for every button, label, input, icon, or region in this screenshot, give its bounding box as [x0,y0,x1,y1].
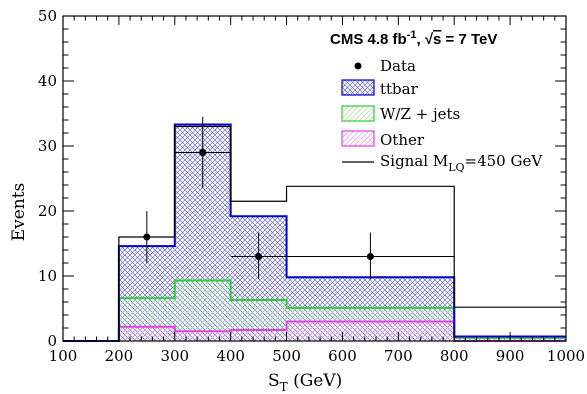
legend-signal-label-tail: =450 GeV [465,152,544,170]
cms-label-tail: = 7 TeV [441,31,497,48]
x-tick-label: 1000 [547,347,585,365]
data-point-2 [255,253,263,260]
signal-line [63,125,566,342]
data-point-3 [366,253,374,260]
cms-label: CMS 4.8 fb-1, √s = 7 TeV [330,29,497,48]
x-tick-label: 600 [328,347,357,365]
legend-signal-label: Signal MLQ=450 GeV [380,152,543,174]
legend-ttbar-label: ttbar [380,80,419,98]
legend-signal-label-sub: LQ [448,161,464,174]
legend: Data ttbar W/Z + jets Other Signal MLQ=4… [341,57,543,174]
x-axis-title-main: S [268,371,280,391]
x-tick-label: 100 [49,347,78,365]
legend-wz-swatch [341,105,375,122]
legend-wz-label: W/Z + jets [380,105,460,123]
x-tick-label: 200 [105,347,134,365]
cms-label-sqrt-var: s [433,31,441,48]
data-point-1 [199,149,207,156]
legend-data-marker [354,62,362,70]
legend-signal-label-main: Signal M [380,152,448,170]
bar-other-bin-3 [230,329,287,341]
x-axis-title-sub: T [280,380,288,394]
plot-frame [62,15,567,342]
y-tick-label: 30 [38,137,57,155]
x-tick-label: 400 [216,347,245,365]
y-tick-label: 10 [38,267,57,285]
y-axis-title: Events [9,183,29,242]
cms-label-sup: -1 [407,29,417,41]
bar-other-bin-1 [118,326,175,341]
x-axis-title-unit: (GeV) [288,371,343,391]
cms-label-sep: , [416,31,424,48]
bar-other-bin-2 [174,331,231,341]
x-tick-label: 900 [496,347,525,365]
legend-other-label: Other [380,131,425,149]
y-tick-label: 20 [38,202,57,220]
sqrt-symbol: √ [425,31,434,48]
legend-other-swatch [341,130,375,147]
x-tick-label: 300 [160,347,189,365]
x-tick-label: 800 [440,347,469,365]
y-tick-label: 0 [47,332,57,350]
x-tick-label: 500 [272,347,301,365]
legend-data-label: Data [380,57,416,75]
axis-ticks [62,15,567,342]
y-tick-label: 40 [38,72,57,90]
x-tick-label: 700 [384,347,413,365]
bar-other-bin-4 [286,321,455,341]
data-point-0 [143,233,151,241]
legend-ttbar-swatch [341,79,375,96]
y-tick-label: 50 [38,7,57,25]
cms-label-main: CMS 4.8 fb [330,31,407,48]
x-axis-title: ST (GeV) [268,371,342,394]
tick-labels: 100 200 300 400 500 600 700 800 900 1000 0 10 20 30 40… [38,7,585,365]
data-points-layer [118,116,455,280]
